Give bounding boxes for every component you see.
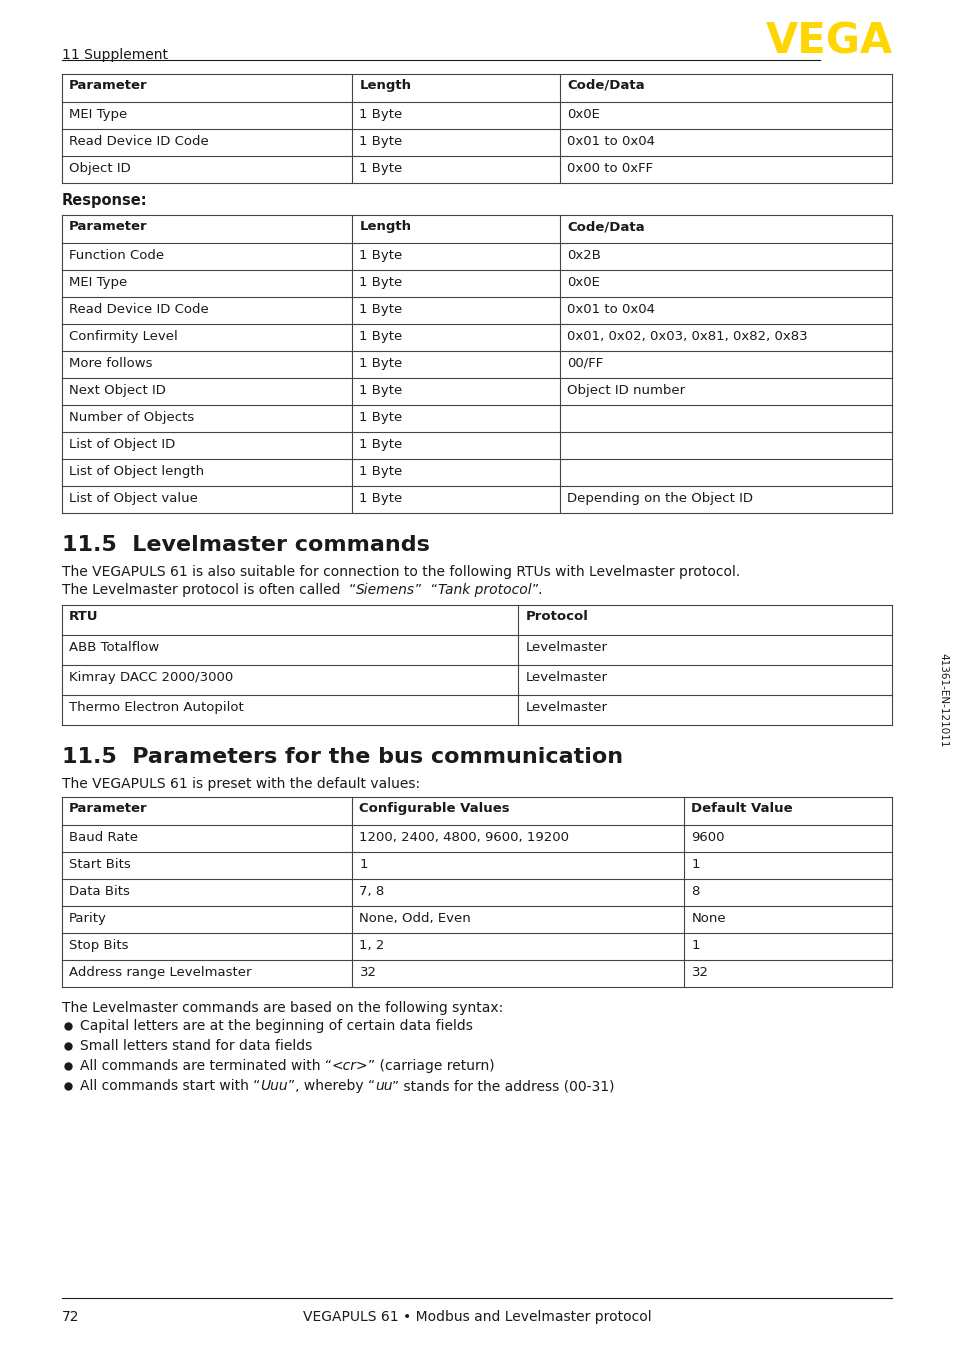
Text: Capital letters are at the beginning of certain data fields: Capital letters are at the beginning of …	[80, 1020, 473, 1033]
Text: 1 Byte: 1 Byte	[359, 464, 402, 478]
Text: Siemens: Siemens	[355, 584, 415, 597]
Text: Parity: Parity	[69, 913, 107, 925]
Text: Thermo Electron Autopilot: Thermo Electron Autopilot	[69, 701, 244, 714]
Text: Read Device ID Code: Read Device ID Code	[69, 303, 209, 315]
Text: RTU: RTU	[69, 611, 98, 623]
Text: 0x01 to 0x04: 0x01 to 0x04	[566, 135, 655, 148]
Text: 1 Byte: 1 Byte	[359, 385, 402, 397]
Text: Uuu: Uuu	[260, 1079, 288, 1093]
Text: None, Odd, Even: None, Odd, Even	[359, 913, 471, 925]
Text: ” (carriage return): ” (carriage return)	[368, 1059, 495, 1072]
Text: All commands start with “: All commands start with “	[80, 1079, 260, 1093]
Text: Object ID number: Object ID number	[566, 385, 684, 397]
Text: 0x0E: 0x0E	[566, 276, 599, 288]
Text: 1 Byte: 1 Byte	[359, 412, 402, 424]
Text: MEI Type: MEI Type	[69, 276, 127, 288]
Text: 11 Supplement: 11 Supplement	[62, 47, 168, 62]
Text: 0x00 to 0xFF: 0x00 to 0xFF	[566, 162, 653, 175]
Text: 1 Byte: 1 Byte	[359, 303, 402, 315]
Text: Address range Levelmaster: Address range Levelmaster	[69, 965, 252, 979]
Text: ”  “: ” “	[415, 584, 437, 597]
Text: VEGAPULS 61 • Modbus and Levelmaster protocol: VEGAPULS 61 • Modbus and Levelmaster pro…	[302, 1311, 651, 1324]
Text: 41361-EN-121011: 41361-EN-121011	[937, 653, 947, 747]
Text: The Levelmaster protocol is often called  “: The Levelmaster protocol is often called…	[62, 584, 355, 597]
Text: 1 Byte: 1 Byte	[359, 492, 402, 505]
Text: Kimray DACC 2000/3000: Kimray DACC 2000/3000	[69, 672, 233, 684]
Text: Configurable Values: Configurable Values	[359, 802, 510, 815]
Text: The VEGAPULS 61 is preset with the default values:: The VEGAPULS 61 is preset with the defau…	[62, 777, 419, 791]
Text: List of Object length: List of Object length	[69, 464, 204, 478]
Text: uu: uu	[375, 1079, 392, 1093]
Text: 1: 1	[691, 940, 700, 952]
Text: 1 Byte: 1 Byte	[359, 108, 402, 121]
Text: ” stands for the address (00-31): ” stands for the address (00-31)	[392, 1079, 615, 1093]
Text: Object ID: Object ID	[69, 162, 131, 175]
Text: 0x0E: 0x0E	[566, 108, 599, 121]
Text: Protocol: Protocol	[525, 611, 588, 623]
Text: 1 Byte: 1 Byte	[359, 249, 402, 263]
Text: 1, 2: 1, 2	[359, 940, 384, 952]
Text: None: None	[691, 913, 725, 925]
Text: MEI Type: MEI Type	[69, 108, 127, 121]
Text: Confirmity Level: Confirmity Level	[69, 330, 177, 343]
Text: Parameter: Parameter	[69, 802, 148, 815]
Text: 9600: 9600	[691, 831, 724, 844]
Text: Response:: Response:	[62, 194, 148, 209]
Text: VEGA: VEGA	[765, 20, 892, 62]
Text: Levelmaster: Levelmaster	[525, 640, 607, 654]
Text: List of Object value: List of Object value	[69, 492, 197, 505]
Text: ABB Totalflow: ABB Totalflow	[69, 640, 159, 654]
Text: Default Value: Default Value	[691, 802, 792, 815]
Text: 11.5  Parameters for the bus communication: 11.5 Parameters for the bus communicatio…	[62, 747, 622, 766]
Text: Number of Objects: Number of Objects	[69, 412, 194, 424]
Text: Parameter: Parameter	[69, 219, 148, 233]
Text: All commands are terminated with “: All commands are terminated with “	[80, 1059, 332, 1072]
Text: 1: 1	[691, 858, 700, 871]
Text: 1 Byte: 1 Byte	[359, 437, 402, 451]
Text: Small letters stand for data fields: Small letters stand for data fields	[80, 1039, 312, 1053]
Text: 0x01, 0x02, 0x03, 0x81, 0x82, 0x83: 0x01, 0x02, 0x03, 0x81, 0x82, 0x83	[566, 330, 807, 343]
Text: ”.: ”.	[532, 584, 543, 597]
Text: 0x2B: 0x2B	[566, 249, 600, 263]
Text: Length: Length	[359, 219, 411, 233]
Text: Function Code: Function Code	[69, 249, 164, 263]
Text: Stop Bits: Stop Bits	[69, 940, 129, 952]
Text: The VEGAPULS 61 is also suitable for connection to the following RTUs with Level: The VEGAPULS 61 is also suitable for con…	[62, 565, 740, 580]
Text: Start Bits: Start Bits	[69, 858, 131, 871]
Text: 00/FF: 00/FF	[566, 357, 602, 370]
Text: 7, 8: 7, 8	[359, 886, 384, 898]
Text: Code/Data: Code/Data	[566, 79, 644, 92]
Text: Levelmaster: Levelmaster	[525, 672, 607, 684]
Text: 1 Byte: 1 Byte	[359, 330, 402, 343]
Text: 32: 32	[691, 965, 708, 979]
Text: The Levelmaster commands are based on the following syntax:: The Levelmaster commands are based on th…	[62, 1001, 503, 1016]
Text: Read Device ID Code: Read Device ID Code	[69, 135, 209, 148]
Text: More follows: More follows	[69, 357, 152, 370]
Text: 0x01 to 0x04: 0x01 to 0x04	[566, 303, 655, 315]
Text: Next Object ID: Next Object ID	[69, 385, 166, 397]
Text: Levelmaster: Levelmaster	[525, 701, 607, 714]
Text: 8: 8	[691, 886, 700, 898]
Text: ”, whereby “: ”, whereby “	[288, 1079, 375, 1093]
Text: Depending on the Object ID: Depending on the Object ID	[566, 492, 752, 505]
Text: 1 Byte: 1 Byte	[359, 135, 402, 148]
Text: Parameter: Parameter	[69, 79, 148, 92]
Text: <cr>: <cr>	[332, 1059, 368, 1072]
Text: 32: 32	[359, 965, 376, 979]
Text: 1 Byte: 1 Byte	[359, 357, 402, 370]
Text: 72: 72	[62, 1311, 79, 1324]
Text: Code/Data: Code/Data	[566, 219, 644, 233]
Text: 11.5  Levelmaster commands: 11.5 Levelmaster commands	[62, 535, 430, 555]
Text: 1 Byte: 1 Byte	[359, 276, 402, 288]
Text: 1 Byte: 1 Byte	[359, 162, 402, 175]
Text: Baud Rate: Baud Rate	[69, 831, 138, 844]
Text: 1200, 2400, 4800, 9600, 19200: 1200, 2400, 4800, 9600, 19200	[359, 831, 569, 844]
Text: 1: 1	[359, 858, 368, 871]
Text: Data Bits: Data Bits	[69, 886, 130, 898]
Text: Tank protocol: Tank protocol	[437, 584, 532, 597]
Text: List of Object ID: List of Object ID	[69, 437, 175, 451]
Text: Length: Length	[359, 79, 411, 92]
